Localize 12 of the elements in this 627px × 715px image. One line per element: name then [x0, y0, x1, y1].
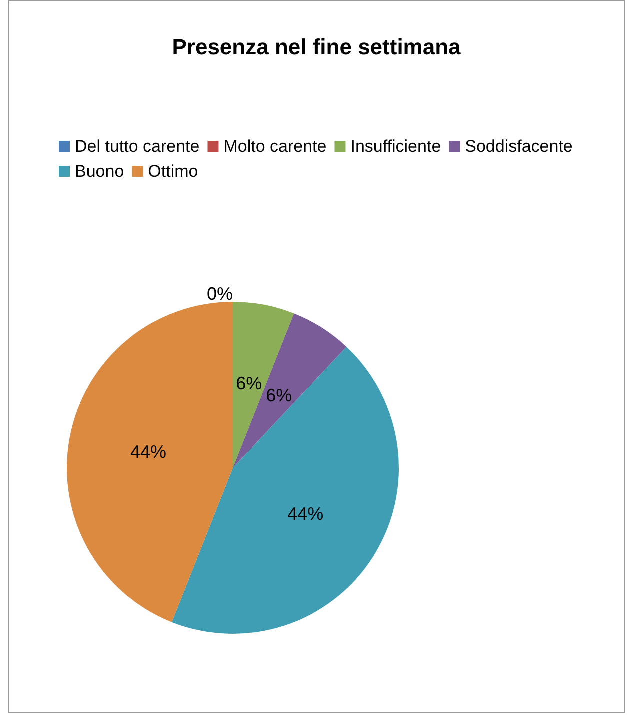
data-label: 44%	[288, 504, 324, 524]
legend-label: Buono	[75, 162, 124, 181]
legend-label: Ottimo	[148, 162, 198, 181]
data-label: 6%	[266, 385, 292, 406]
data-label: 6%	[236, 374, 262, 394]
legend-label: Molto carente	[224, 137, 327, 156]
chart-title: Presenza nel fine settimana	[172, 34, 462, 60]
legend-label: Soddisfacente	[465, 137, 573, 156]
data-label: 44%	[130, 442, 167, 462]
legend-label: Del tutto carente	[75, 137, 200, 156]
legend-label: Insufficiente	[350, 137, 442, 156]
text: 0%	[206, 284, 233, 304]
